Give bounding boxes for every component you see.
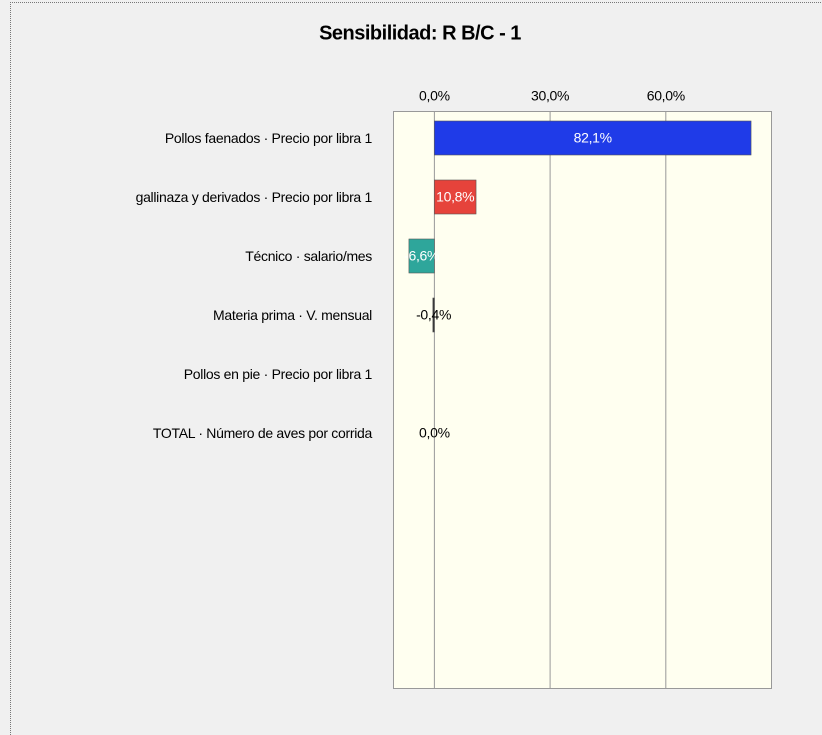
bar	[408, 238, 435, 274]
category-label: Pollos faenados · Precio por libra 1	[164, 129, 372, 146]
x-tick-label: 0,0%	[419, 88, 450, 104]
data-label: 10,8%	[436, 189, 474, 205]
category-label: Pollos en pie · Precio por libra 1	[183, 365, 373, 382]
category-label: TOTAL · Número de aves por corrida	[152, 424, 372, 441]
x-tick-label: 30,0%	[531, 88, 569, 104]
category-label: Técnico · salario/mes	[245, 247, 372, 264]
category-label: Materia prima · V. mensual	[213, 306, 372, 323]
x-tick-label: 60,0%	[647, 88, 685, 104]
bar	[434, 120, 752, 156]
chart-title: Sensibilidad: R B/C - 1	[319, 22, 521, 44]
data-label: 82,1%	[574, 130, 612, 146]
data-label: 0,0%	[419, 425, 450, 441]
bar	[432, 297, 435, 333]
data-label: -6,6%	[404, 248, 439, 264]
category-label: gallinaza y derivados · Precio por libra…	[135, 188, 373, 205]
bar	[434, 179, 477, 215]
data-label: -0,4%	[416, 307, 451, 323]
